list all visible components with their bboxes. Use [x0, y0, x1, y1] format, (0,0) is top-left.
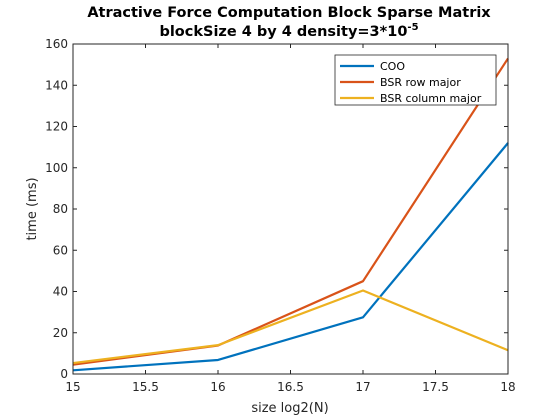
legend-label-coo: COO [380, 60, 405, 73]
x-tick-label: 17.5 [422, 380, 449, 394]
x-tick-label: 16.5 [277, 380, 304, 394]
x-tick-label: 15.5 [132, 380, 159, 394]
y-tick-label: 80 [53, 202, 68, 216]
x-tick-label: 15 [65, 380, 80, 394]
chart-title-line2: blockSize 4 by 4 density=3*10-5 [159, 22, 418, 40]
tick-layer: 15 15.5 16 16.5 17 17.5 18 0 20 40 60 80 100 120 140 16… [45, 37, 516, 394]
y-tick-label: 40 [53, 285, 68, 299]
x-tick-label: 18 [500, 380, 515, 394]
series-line-coo [72, 142, 509, 372]
legend-label-bsr-row-major: BSR row major [380, 76, 461, 89]
legend: COO BSR row major BSR column major [334, 54, 497, 106]
x-axis-label: size log2(N) [251, 401, 328, 416]
y-axis-label: time (ms) [25, 177, 40, 240]
legend-box [334, 54, 497, 106]
y-tick-label: 20 [53, 326, 68, 340]
chart-title-line1: Atractive Force Computation Block Sparse… [87, 5, 491, 21]
y-tick-label: 140 [45, 78, 68, 92]
x-tick-label: 16 [210, 380, 225, 394]
legend-label-bsr-column-major: BSR column major [380, 92, 482, 105]
y-tick-label: 160 [45, 37, 68, 51]
y-tick-label: 120 [45, 120, 68, 134]
series-line-bsr-column-major [72, 289, 509, 365]
x-tick-label: 17 [355, 380, 370, 394]
series-layer [72, 57, 509, 372]
plot-box [72, 43, 509, 375]
y-tick-label: 0 [60, 367, 68, 381]
y-tick-label: 100 [45, 161, 68, 175]
chart-title-line2-superscript: -5 [407, 22, 418, 33]
chart-title-line2-text: blockSize 4 by 4 density=3*10 [159, 24, 407, 40]
y-tick-label: 60 [53, 243, 68, 257]
